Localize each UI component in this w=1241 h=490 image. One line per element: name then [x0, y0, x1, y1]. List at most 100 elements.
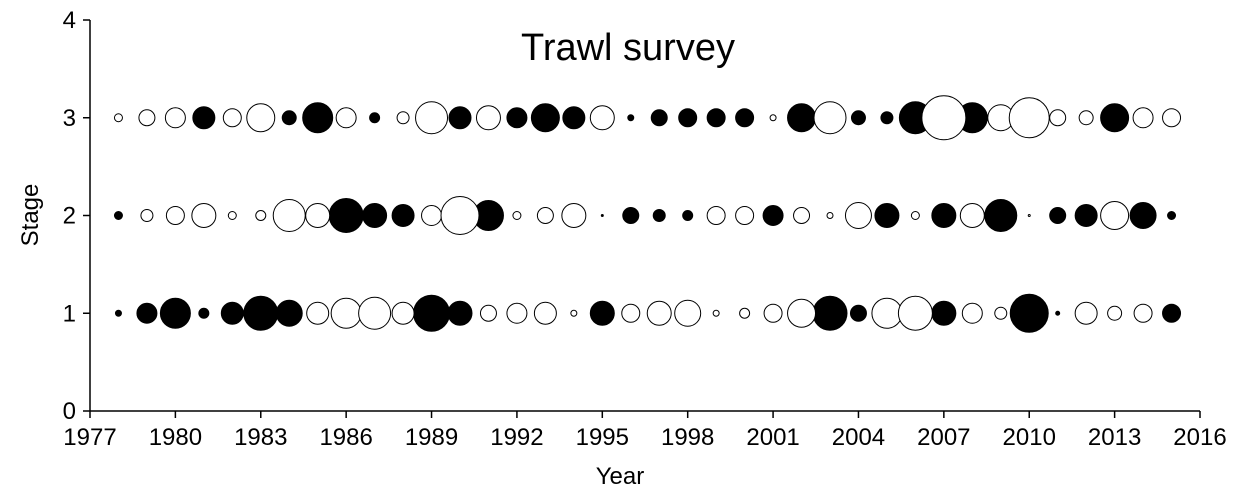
x-tick-label: 2004	[832, 424, 885, 451]
bubble	[1055, 310, 1061, 316]
bubble	[330, 297, 362, 329]
bubble	[243, 295, 279, 331]
x-tick-label: 1992	[490, 424, 543, 451]
y-tick-label: 2	[63, 203, 76, 230]
bubble	[589, 105, 615, 131]
bubble	[140, 209, 154, 222]
bubble	[826, 212, 834, 219]
bubble	[113, 211, 123, 220]
bubble	[931, 203, 957, 228]
bubble	[735, 206, 755, 225]
y-tick-label: 0	[63, 398, 76, 425]
bubble	[1074, 204, 1098, 227]
bubble	[272, 199, 306, 232]
bubble	[1129, 202, 1157, 229]
bubble	[415, 101, 449, 135]
bubble	[813, 101, 847, 135]
x-tick-label: 1998	[661, 424, 714, 451]
bubble	[447, 300, 473, 326]
x-tick-label: 2016	[1173, 424, 1226, 451]
x-tick-label: 1995	[576, 424, 629, 451]
bubble	[849, 304, 867, 322]
bubble	[165, 206, 185, 225]
bubble	[562, 106, 586, 130]
bubble	[506, 107, 528, 129]
bubble	[793, 207, 811, 224]
bubble	[739, 307, 751, 319]
bubble	[1162, 108, 1182, 128]
bubble	[1100, 201, 1130, 230]
bubble	[959, 203, 985, 228]
bubble	[712, 309, 720, 317]
bubble	[652, 209, 666, 222]
bubble	[335, 107, 357, 129]
bubble	[570, 309, 578, 317]
bubble	[198, 307, 210, 319]
y-tick-label: 4	[63, 7, 76, 34]
bubble	[600, 214, 604, 217]
bubble	[646, 300, 672, 326]
bubble	[763, 303, 783, 323]
bubble	[164, 107, 186, 129]
bubble	[358, 296, 392, 330]
bubble	[871, 297, 903, 329]
y-tick-label: 3	[63, 105, 76, 132]
bubble	[136, 302, 158, 324]
bubble	[931, 300, 957, 326]
bubble	[440, 196, 480, 235]
bubble	[880, 111, 894, 125]
bubble	[1162, 303, 1182, 323]
x-tick-label: 1980	[149, 424, 202, 451]
bubble	[1107, 305, 1123, 321]
bubble	[850, 110, 866, 126]
bubble	[589, 300, 615, 326]
bubble	[874, 203, 900, 228]
bubble	[961, 302, 983, 324]
bubble	[769, 114, 777, 122]
bubble	[421, 205, 443, 226]
bubble	[391, 301, 415, 325]
bubble	[650, 109, 668, 127]
bubble	[621, 303, 641, 323]
bubble	[1167, 211, 1177, 220]
bubble	[622, 207, 640, 224]
bubble	[787, 298, 817, 328]
bubble	[1078, 110, 1094, 126]
bubble	[1049, 109, 1067, 127]
x-tick-label: 2010	[1003, 424, 1056, 451]
bubble	[114, 309, 122, 317]
bubble	[191, 203, 217, 228]
bubble	[1074, 301, 1098, 325]
bubble	[138, 109, 156, 127]
bubble	[113, 113, 123, 123]
bubble	[192, 106, 216, 130]
bubble	[275, 299, 303, 327]
bubble	[302, 102, 334, 134]
bubble	[682, 210, 694, 221]
bubble	[220, 301, 244, 325]
x-tick-label: 2013	[1088, 424, 1141, 451]
bubble	[362, 203, 388, 228]
bubble	[706, 108, 726, 128]
bubble	[328, 198, 364, 233]
bubble	[222, 108, 242, 128]
bubble	[533, 301, 557, 325]
bubble	[413, 294, 451, 332]
bubble	[530, 103, 560, 133]
bubble	[369, 112, 381, 124]
x-tick-label: 1977	[63, 424, 116, 451]
x-tick-label: 2001	[746, 424, 799, 451]
bubble	[506, 302, 528, 324]
bubble	[897, 295, 933, 331]
x-tick-label: 1986	[319, 424, 372, 451]
y-axis-label: Stage	[17, 184, 44, 247]
bubble	[475, 105, 501, 131]
bubble	[305, 203, 331, 228]
x-tick-label: 1983	[234, 424, 287, 451]
bubble	[1100, 103, 1130, 133]
bubble	[1133, 303, 1153, 323]
x-tick-label: 1989	[405, 424, 458, 451]
bubble	[306, 301, 330, 325]
bubble	[678, 108, 698, 128]
